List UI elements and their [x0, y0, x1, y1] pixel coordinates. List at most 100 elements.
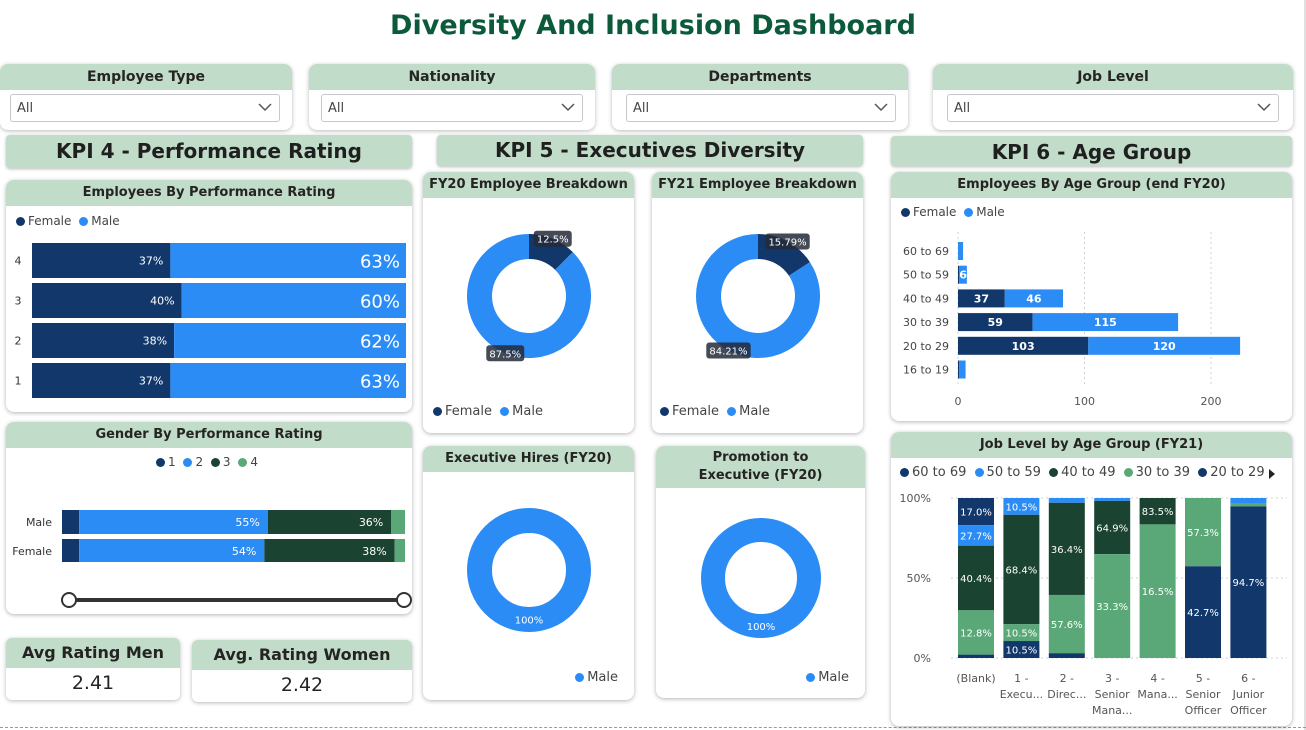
bar-segment[interactable]	[1003, 498, 1040, 515]
legend-item-50-59[interactable]: 50 to 59	[974, 465, 1041, 480]
legend-item-female[interactable]: Female	[660, 404, 719, 419]
bar-segment[interactable]	[1185, 498, 1221, 567]
range-slider[interactable]	[61, 592, 412, 608]
bar-rating-2[interactable]	[79, 539, 265, 562]
chart-legend: Male	[575, 670, 622, 685]
legend-item-female[interactable]: Female	[433, 404, 492, 419]
bar-rating-4[interactable]	[394, 539, 405, 562]
bar-male[interactable]	[1032, 313, 1179, 332]
bar-female[interactable]	[958, 289, 1005, 308]
legend-item-3[interactable]: 3	[210, 455, 231, 469]
bar-female[interactable]	[958, 360, 960, 379]
bar-segment[interactable]	[1094, 500, 1131, 555]
bar-segment[interactable]	[958, 498, 994, 526]
bar-female[interactable]	[958, 313, 1033, 332]
bar-rating-3[interactable]	[264, 539, 395, 562]
bar-rating-1[interactable]	[62, 510, 80, 534]
legend-item-female[interactable]: Female	[901, 205, 956, 219]
legend-next-icon[interactable]	[1267, 468, 1277, 480]
data-label-male: 120	[1153, 340, 1176, 353]
bar-male[interactable]	[170, 363, 406, 398]
legend-label: 1	[167, 455, 176, 469]
departments-dropdown[interactable]: All	[626, 94, 896, 122]
bar-rating-1[interactable]	[62, 539, 80, 562]
bar-segment[interactable]	[1094, 498, 1131, 501]
legend-item-20-29[interactable]: 20 to 29	[1198, 465, 1265, 480]
bar-male[interactable]	[170, 243, 406, 278]
slider-handle-left[interactable]	[61, 592, 77, 608]
legend-item-male[interactable]: Male	[575, 670, 618, 685]
bar-segment[interactable]	[958, 525, 994, 546]
bar-male[interactable]	[959, 265, 967, 284]
legend-item-60-69[interactable]: 60 to 69	[900, 465, 966, 480]
job-level-dropdown[interactable]: All	[947, 94, 1279, 122]
bar-male[interactable]	[1088, 336, 1241, 355]
gender-rating-chart: Male 55% 36% Female 54% 38%	[12, 510, 405, 562]
donut-slice-male[interactable]	[701, 518, 821, 638]
legend-item-male[interactable]: Male	[806, 670, 849, 685]
legend-item-male[interactable]: Male	[964, 205, 1005, 219]
bar-rating-3[interactable]	[267, 510, 392, 534]
legend-item-male[interactable]: Male	[727, 404, 770, 419]
data-label: 68.4%	[1006, 566, 1038, 577]
bar-segment[interactable]	[1230, 503, 1267, 507]
donut-slice-male[interactable]	[467, 508, 591, 632]
legend-item-female[interactable]: Female	[16, 214, 71, 228]
bar-segment[interactable]	[1139, 498, 1176, 525]
bar-male[interactable]	[959, 360, 966, 379]
bar-segment[interactable]	[1230, 498, 1267, 504]
bar-female[interactable]	[32, 363, 171, 398]
male-dot-icon	[806, 673, 816, 682]
bar-rating-4[interactable]	[391, 510, 405, 534]
bar-segment[interactable]	[1094, 554, 1131, 658]
fy21-donut-chart: 15.79% 84.21%	[696, 233, 820, 359]
data-label: 57.6%	[1051, 620, 1083, 631]
bar-segment[interactable]	[1048, 498, 1085, 503]
bar-segment[interactable]	[958, 654, 994, 658]
bar-segment[interactable]	[1185, 566, 1221, 658]
donut-slice-male[interactable]	[467, 234, 591, 358]
bar-segment[interactable]	[1003, 624, 1040, 642]
bar-female[interactable]	[32, 283, 182, 318]
card-title: Job Level by Age Group (FY21)	[891, 432, 1292, 458]
legend-item-male[interactable]: Male	[500, 404, 543, 419]
legend-item-4[interactable]: 4	[238, 455, 258, 469]
bar-segment[interactable]	[1139, 524, 1176, 658]
bar-segment[interactable]	[1230, 506, 1267, 658]
data-label: 94.7%	[1233, 578, 1265, 589]
bar-female[interactable]	[32, 323, 175, 358]
bar-segment[interactable]	[1048, 502, 1085, 595]
bar-female[interactable]	[958, 265, 960, 284]
bar-rating-2[interactable]	[79, 510, 268, 534]
bar-female[interactable]	[32, 243, 171, 278]
legend-item-1[interactable]: 1	[155, 455, 176, 469]
slider-handle-right[interactable]	[396, 592, 412, 608]
legend-label: 50 to 59	[986, 465, 1041, 480]
data-label-male: 115	[1094, 316, 1117, 329]
y-tick-label: 50 to 59	[903, 269, 949, 282]
employee-type-dropdown[interactable]: All	[10, 94, 280, 122]
bar-male[interactable]	[181, 283, 406, 318]
donut-slice-male[interactable]	[696, 234, 820, 358]
legend-item-30-39[interactable]: 30 to 39	[1123, 465, 1190, 480]
bar-male[interactable]	[958, 242, 964, 260]
bar-segment[interactable]	[1003, 641, 1040, 658]
legend-item-40-49[interactable]: 40 to 49	[1049, 465, 1116, 480]
bar-segment[interactable]	[958, 545, 994, 611]
legend-item-2[interactable]: 2	[183, 455, 203, 469]
bar-segment[interactable]	[1003, 514, 1040, 625]
bar-segment[interactable]	[1048, 594, 1085, 654]
slice-label-group: 84.21%	[706, 342, 751, 359]
donut-slice-female[interactable]	[757, 234, 810, 277]
bar-segment[interactable]	[1048, 653, 1085, 658]
bar-male[interactable]	[1004, 289, 1063, 308]
legend-label: Female	[913, 205, 957, 219]
nationality-dropdown[interactable]: All	[321, 94, 583, 122]
bar-male[interactable]	[174, 323, 406, 358]
filter-label: Departments	[612, 64, 908, 90]
legend-item-male[interactable]: Male	[79, 214, 120, 228]
bar-segment[interactable]	[958, 610, 994, 655]
data-label: 10.5%	[1006, 629, 1038, 640]
bar-female[interactable]	[958, 336, 1089, 355]
donut-slice-female[interactable]	[528, 234, 573, 271]
